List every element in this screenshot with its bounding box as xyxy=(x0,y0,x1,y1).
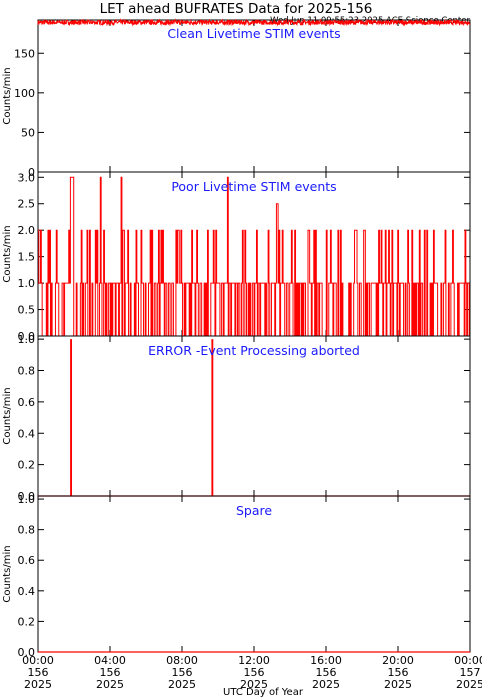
x-tick-label: 2025 xyxy=(168,678,196,691)
y-tick-label: 1.0 xyxy=(18,493,36,506)
y-tick-label: 1.0 xyxy=(18,277,36,290)
x-tick-label: 00:00 xyxy=(22,654,54,667)
y-tick-label: 50 xyxy=(21,126,35,139)
y-tick-label: 1.0 xyxy=(18,333,36,346)
y-tick-label: 0.2 xyxy=(18,615,36,628)
y-tick-label: 1.5 xyxy=(18,251,36,264)
y-tick-label: 0.8 xyxy=(18,365,36,378)
panel-3: 0.0 0.2 0.4 0.6 0.8 1.0 Counts/min ERROR -Event… xyxy=(2,333,471,503)
y-tick-label: 0.5 xyxy=(18,304,36,317)
series-line xyxy=(37,18,471,27)
y-axis-label: Counts/min xyxy=(2,67,13,124)
x-tick-label: 2025 xyxy=(312,678,340,691)
panel-frame xyxy=(37,19,471,173)
panel-frame xyxy=(37,495,471,653)
y-tick-label: 2.5 xyxy=(18,198,36,211)
y-tick-label: 0.2 xyxy=(18,459,36,472)
y-axis-label: Counts/min xyxy=(2,387,13,444)
x-tick-label: 156 xyxy=(388,666,409,679)
x-tick-label: 2025 xyxy=(24,678,52,691)
figure-title: LET ahead BUFRATES Data for 2025-156 xyxy=(100,1,373,17)
y-axis-label: Counts/min xyxy=(2,545,13,602)
y-tick-label: 0.6 xyxy=(18,554,36,567)
series-path xyxy=(38,176,470,337)
series-line xyxy=(38,176,470,337)
y-tick-label: 0 xyxy=(28,166,35,179)
series-path xyxy=(38,339,470,497)
y-axis-label: Counts/min xyxy=(2,225,13,282)
x-tick-label: 16:00 xyxy=(310,654,342,667)
y-tick-label: 0.4 xyxy=(18,585,36,598)
series-path xyxy=(37,18,471,27)
panel-title: Poor Livetime STIM events xyxy=(171,179,336,194)
y-tick-label: 150 xyxy=(14,47,35,60)
x-tick-label: 2025 xyxy=(240,678,268,691)
x-tick-label: 156 xyxy=(100,666,121,679)
x-tick-label: 156 xyxy=(316,666,337,679)
y-tick-label: 0.4 xyxy=(18,427,36,440)
x-tick-label: 157 xyxy=(460,666,481,679)
panel-2: 0.0 0.5 1.0 1.5 2.0 2.5 3.0 Counts/min Poor Live… xyxy=(2,171,471,343)
panel-frame xyxy=(37,335,471,497)
y-tick-label: 0.0 xyxy=(18,330,36,343)
x-tick-label: 156 xyxy=(244,666,265,679)
x-tick-label: 12:00 xyxy=(238,654,270,667)
y-tick-label: 0.0 xyxy=(18,490,36,503)
x-tick-label: 156 xyxy=(172,666,193,679)
x-tick-label: 20:00 xyxy=(382,654,414,667)
x-axis-label: UTC Day of Year xyxy=(223,687,304,698)
series-line xyxy=(38,339,470,497)
x-tick-label: 2025 xyxy=(96,678,124,691)
x-tick-label: 08:00 xyxy=(166,654,198,667)
x-tick-label: 00:00 xyxy=(454,654,482,667)
y-tick-label: 3.0 xyxy=(18,171,36,184)
y-tick-label: 0.8 xyxy=(18,524,36,537)
y-tick-label: 2.0 xyxy=(18,224,36,237)
x-tick-label-group: 00:001572025 xyxy=(454,654,482,691)
x-tick-label: 156 xyxy=(28,666,49,679)
panel-title: Spare xyxy=(236,503,272,518)
y-tick-label: 0.0 xyxy=(18,646,36,659)
x-tick-label: 04:00 xyxy=(94,654,126,667)
panel-title: ERROR -Event Processing aborted xyxy=(148,343,360,358)
y-tick-label: 100 xyxy=(14,87,35,100)
panel-4: 0.0 0.2 0.4 0.6 0.8 1.0 Counts/min Spare xyxy=(2,493,471,659)
x-tick-label: 2025 xyxy=(384,678,412,691)
y-tick-label: 0.6 xyxy=(18,396,36,409)
x-tick-label: 2025 xyxy=(456,678,482,691)
panel-title: Clean Livetime STIM events xyxy=(167,26,340,41)
